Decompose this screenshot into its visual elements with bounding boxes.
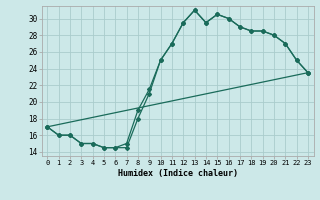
X-axis label: Humidex (Indice chaleur): Humidex (Indice chaleur) xyxy=(118,169,237,178)
